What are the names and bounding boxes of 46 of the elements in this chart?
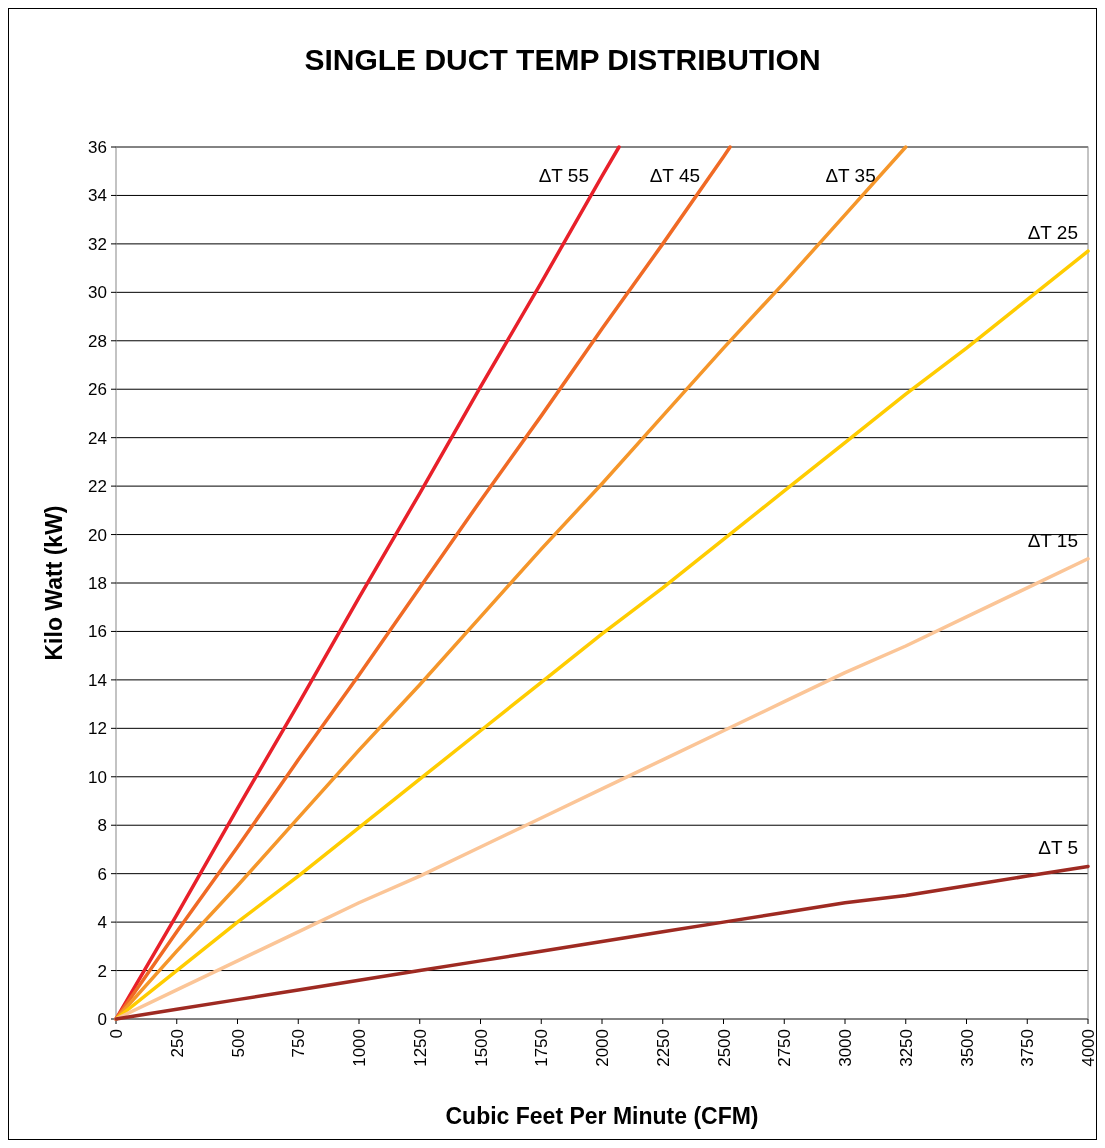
y-tick-label: 16 <box>88 622 107 642</box>
x-tick-label: 3500 <box>957 1029 977 1067</box>
y-tick-label: 30 <box>88 283 107 303</box>
x-tick-label: 3750 <box>1018 1029 1038 1067</box>
series-label: ΔT 5 <box>1038 837 1078 859</box>
x-tick-label: 4000 <box>1079 1029 1098 1067</box>
x-tick-label: 1750 <box>532 1029 552 1067</box>
y-axis-title: Kilo Watt (kW) <box>41 505 67 661</box>
x-tick-label: 1000 <box>350 1029 369 1067</box>
y-tick-label: 34 <box>88 186 107 206</box>
x-tick-label: 750 <box>289 1029 309 1058</box>
x-axis-title: Cubic Feet Per Minute (CFM) <box>445 1103 759 1129</box>
line-series <box>114 864 1090 1021</box>
y-tick-label: 14 <box>88 670 107 690</box>
y-tick-label: 22 <box>88 477 107 497</box>
y-tick-label: 2 <box>97 961 107 981</box>
series-label: ΔT 25 <box>1027 222 1078 244</box>
y-tick-label: 24 <box>88 428 107 448</box>
y-tick-label: 20 <box>88 525 107 545</box>
chart-title: SINGLE DUCT TEMP DISTRIBUTION <box>304 43 821 76</box>
y-tick-label: 4 <box>97 913 107 933</box>
x-tick-label: 3000 <box>836 1029 855 1067</box>
y-tick-label: 18 <box>88 574 107 593</box>
y-tick-label: 10 <box>88 767 107 787</box>
x-tick-label: 0 <box>107 1029 126 1039</box>
x-tick-label: 250 <box>167 1029 187 1058</box>
y-tick-label: 6 <box>97 864 107 884</box>
series-label: ΔT 45 <box>649 165 701 186</box>
x-tick-label: 2000 <box>593 1029 612 1067</box>
series-label: ΔT 55 <box>538 165 590 186</box>
x-tick-label: 1500 <box>471 1029 491 1067</box>
x-tick-label: 2750 <box>775 1029 795 1067</box>
y-tick-label: 0 <box>97 1010 107 1029</box>
x-tick-label: 2500 <box>714 1029 734 1067</box>
x-tick-label: 2250 <box>653 1029 673 1067</box>
y-tick-label: 12 <box>88 719 107 739</box>
y-tick-label: 8 <box>97 816 107 836</box>
y-tick-label: 32 <box>88 234 107 254</box>
x-tick-label: 3250 <box>896 1029 916 1067</box>
x-tick-label: 1250 <box>410 1029 430 1067</box>
y-tick-label: 36 <box>88 138 107 157</box>
series-label: ΔT 15 <box>1027 529 1078 551</box>
x-tick-label: 500 <box>228 1029 248 1058</box>
y-tick-label: 26 <box>88 380 107 400</box>
y-tick-label: 28 <box>88 331 107 351</box>
series-label: ΔT 35 <box>825 165 876 186</box>
